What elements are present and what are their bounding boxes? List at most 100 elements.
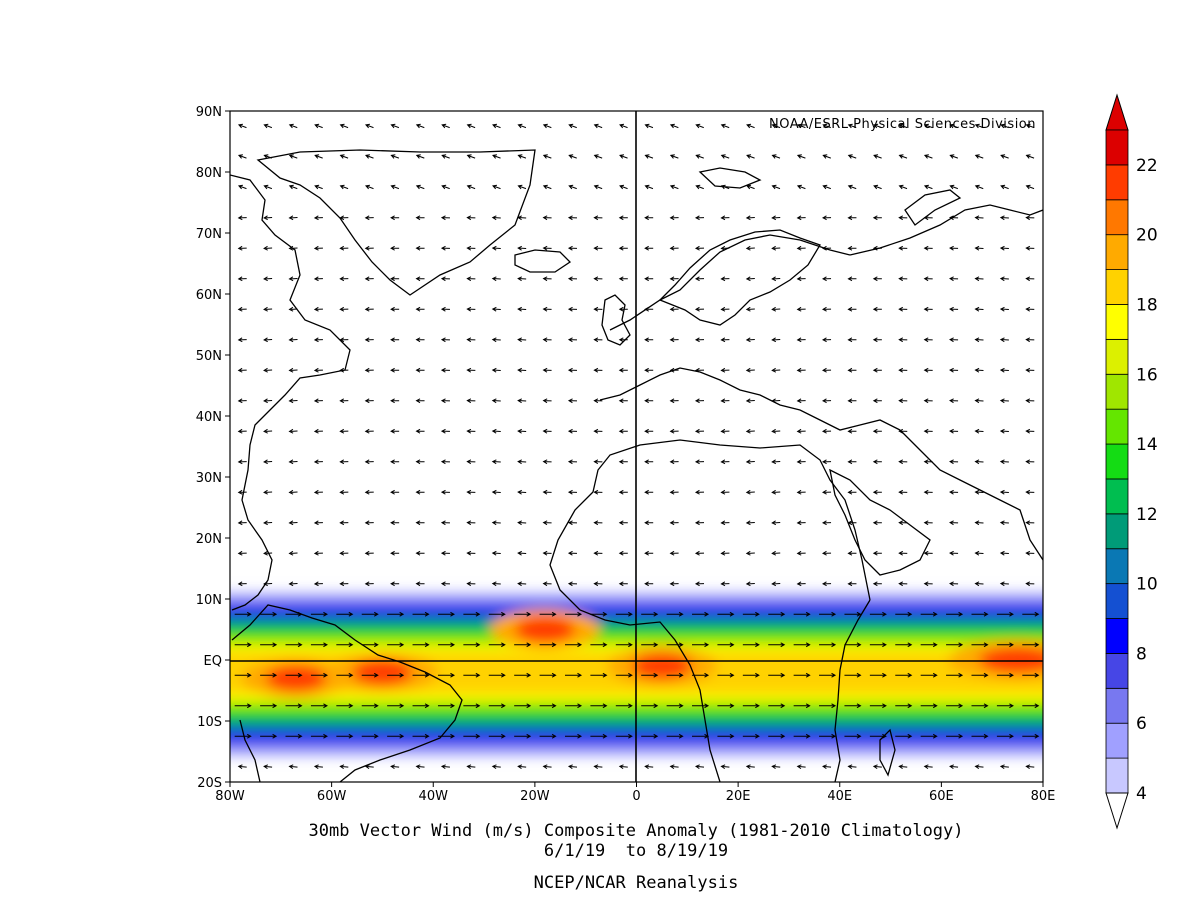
- wind-speed-shading: [230, 591, 1043, 758]
- wind-arrow: [999, 215, 1009, 221]
- wind-arrow: [263, 581, 273, 587]
- y-tick-label: 30N: [196, 471, 222, 486]
- wind-arrow: [1025, 520, 1035, 526]
- wind-arrow: [412, 733, 430, 739]
- wind-arrow: [666, 672, 684, 678]
- wind-arrow: [796, 459, 806, 465]
- wind-arrow: [1000, 123, 1009, 129]
- wind-arrow: [999, 367, 1009, 373]
- wind-arrow: [819, 672, 837, 678]
- wind-arrow: [415, 550, 425, 556]
- wind-arrow: [694, 306, 705, 312]
- wind-arrow: [796, 550, 806, 556]
- wind-arrow: [949, 520, 959, 526]
- wind-arrow: [615, 642, 633, 648]
- wind-arrow: [415, 245, 425, 251]
- wind-arrow: [339, 215, 349, 221]
- wind-arrow: [974, 245, 984, 251]
- wind-arrow: [717, 733, 735, 739]
- wind-arrow: [491, 306, 501, 312]
- wind-arrow: [564, 642, 583, 648]
- wind-arrow: [313, 367, 323, 373]
- wind-arrow: [237, 367, 247, 373]
- wind-arrow: [974, 459, 984, 465]
- wind-arrow: [949, 367, 959, 373]
- wind-arrow: [694, 215, 705, 221]
- wind-arrow: [873, 184, 882, 190]
- wind-arrow: [491, 367, 501, 373]
- wind-arrow: [514, 733, 532, 739]
- wind-arrow: [745, 764, 755, 770]
- wind-arrow: [920, 703, 938, 709]
- wind-arrow: [971, 642, 989, 648]
- wind-arrow: [644, 215, 654, 221]
- wind-arrow: [771, 184, 781, 190]
- wind-arrow: [440, 459, 450, 465]
- wind-arrow: [717, 703, 735, 709]
- wind-arrow: [364, 123, 374, 129]
- wind-arrow: [440, 550, 450, 556]
- wind-arrow: [847, 306, 857, 312]
- wind-arrow: [1025, 337, 1035, 343]
- wind-arrow: [440, 306, 450, 312]
- wind-arrow: [567, 428, 578, 434]
- wind-arrow: [895, 733, 913, 739]
- wind-arrow: [923, 306, 933, 312]
- wind-arrow: [440, 215, 450, 221]
- colorbar-min-triangle: [1105, 792, 1129, 830]
- wind-arrow: [923, 489, 933, 495]
- wind-arrow: [336, 611, 354, 617]
- wind-arrow: [260, 611, 278, 617]
- wind-arrow: [466, 398, 476, 404]
- wind-arrow: [669, 245, 679, 251]
- wind-arrow: [466, 245, 476, 251]
- scandinavia-outline: [658, 229, 821, 326]
- wind-arrow: [593, 581, 603, 587]
- wind-arrow: [488, 733, 506, 739]
- wind-arrow: [692, 733, 710, 739]
- wind-arrow: [517, 245, 527, 251]
- wind-arrow: [415, 367, 425, 373]
- colorbar: 4 6 8 10 12 14 16 18 20 22: [1105, 93, 1158, 830]
- wind-arrow: [263, 184, 273, 190]
- wind-arrow: [946, 611, 964, 617]
- wind-arrow: [872, 276, 882, 282]
- wind-arrow: [1025, 459, 1035, 465]
- wind-arrow: [542, 398, 552, 404]
- wind-arrow: [514, 611, 532, 617]
- wind-arrow: [313, 581, 323, 587]
- wind-arrow: [822, 154, 831, 159]
- wind-arrow: [593, 459, 603, 465]
- wind-arrow: [822, 398, 832, 404]
- wind-arrow: [517, 428, 527, 434]
- wind-arrow: [669, 459, 679, 465]
- wind-arrow: [415, 459, 425, 465]
- wind-arrow: [263, 367, 273, 373]
- wind-arrow: [491, 459, 501, 465]
- wind-arrow: [923, 276, 933, 282]
- wind-arrow: [440, 337, 450, 343]
- wind-arrow: [237, 306, 247, 312]
- wind-arrow: [971, 733, 989, 739]
- colorbar-label: 20: [1136, 226, 1158, 246]
- wind-arrow: [288, 154, 298, 159]
- wind-arrow: [745, 581, 755, 587]
- wind-arrow: [260, 642, 278, 648]
- wind-arrow: [339, 276, 349, 282]
- wind-arrow: [390, 550, 400, 556]
- wind-arrow: [364, 337, 374, 343]
- wind-arrow: [873, 154, 882, 159]
- wind-arrow: [466, 276, 476, 282]
- wind-arrow: [644, 581, 654, 587]
- wind-arrow: [390, 367, 400, 373]
- wind-arrow: [542, 428, 552, 434]
- wind-arrow: [263, 764, 273, 770]
- wind-arrow: [440, 367, 450, 373]
- wind-arrow: [288, 764, 298, 770]
- wind-arrow: [694, 489, 705, 495]
- wind-arrow: [339, 184, 349, 190]
- wind-arrow: [923, 550, 933, 556]
- wind-arrow: [974, 306, 984, 312]
- colorbar-swatch: [1105, 757, 1129, 794]
- wind-arrow: [567, 215, 578, 221]
